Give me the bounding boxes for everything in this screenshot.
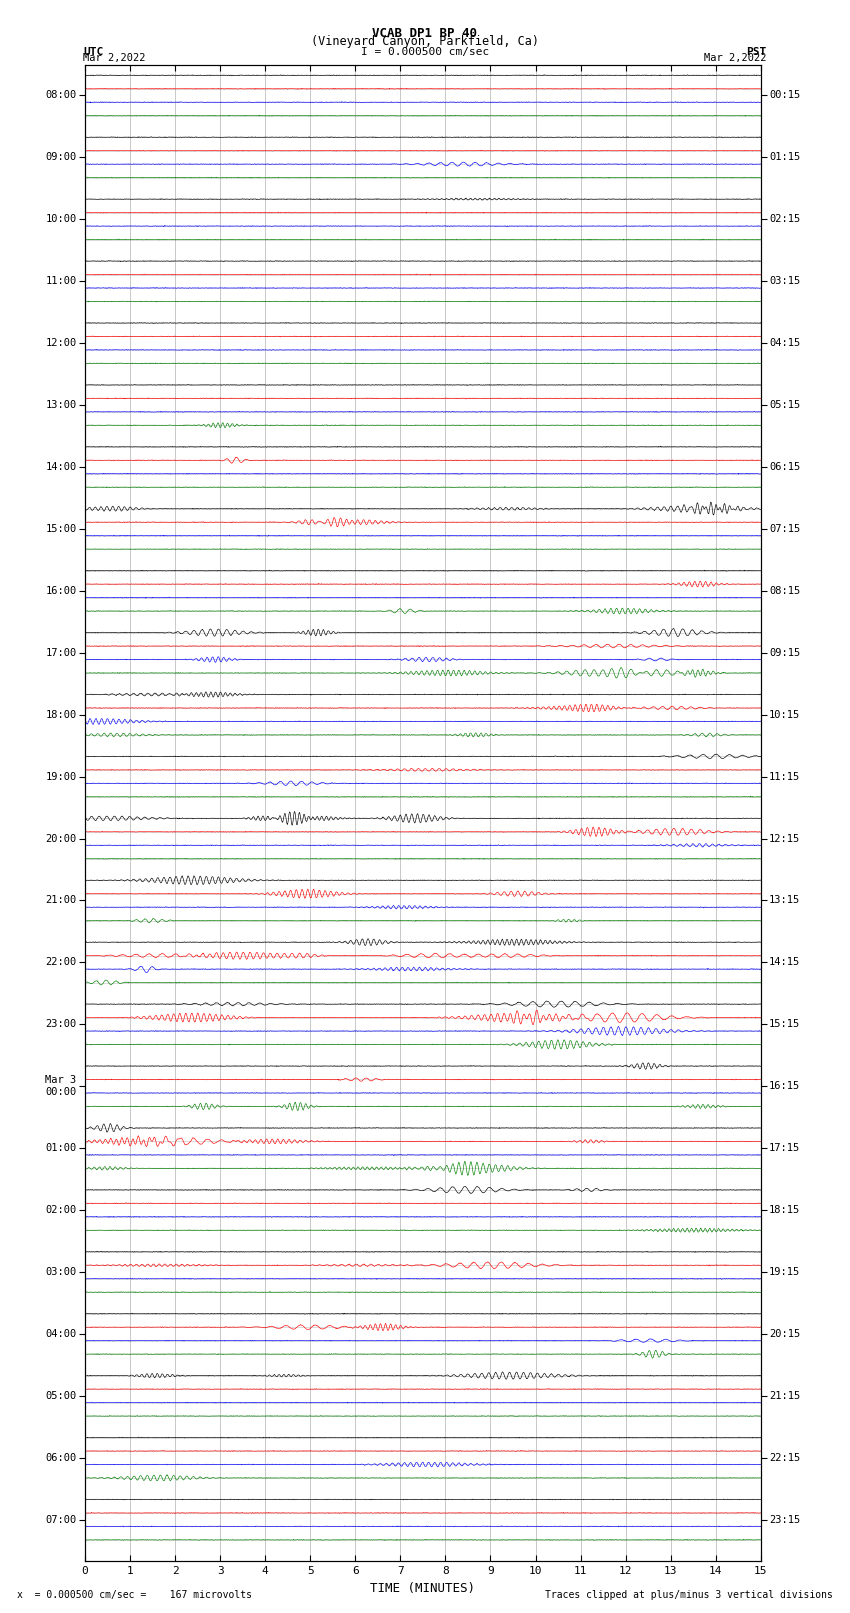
Text: Mar 2,2022: Mar 2,2022 — [83, 53, 146, 63]
Text: Traces clipped at plus/minus 3 vertical divisions: Traces clipped at plus/minus 3 vertical … — [545, 1590, 833, 1600]
Text: UTC: UTC — [83, 47, 104, 58]
Text: (Vineyard Canyon, Parkfield, Ca): (Vineyard Canyon, Parkfield, Ca) — [311, 35, 539, 48]
Text: VCAB DP1 BP 40: VCAB DP1 BP 40 — [372, 26, 478, 39]
Text: PST: PST — [746, 47, 767, 58]
Text: Mar 2,2022: Mar 2,2022 — [704, 53, 767, 63]
X-axis label: TIME (MINUTES): TIME (MINUTES) — [371, 1582, 475, 1595]
Text: x  = 0.000500 cm/sec =    167 microvolts: x = 0.000500 cm/sec = 167 microvolts — [17, 1590, 252, 1600]
Text: I = 0.000500 cm/sec: I = 0.000500 cm/sec — [361, 47, 489, 56]
